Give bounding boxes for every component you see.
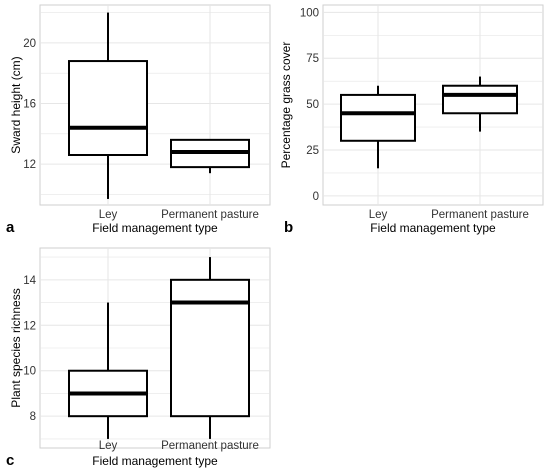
y-tick-label: 16 [23,98,36,110]
y-tick-label: 50 [306,99,319,111]
x-tick-label: Permanent pasture [161,209,259,221]
y-tick-label: 25 [306,145,319,157]
box-permanent-pasture [442,84,518,115]
box-ley [68,60,148,156]
x-tick-label: Ley [99,209,118,221]
y-tick-label: 20 [23,38,36,50]
box-ley [340,93,416,142]
x-tick-label: Permanent pasture [161,440,259,452]
y-tick-label: 8 [30,411,36,423]
y-axis-label: Percentage grass cover [279,42,293,169]
y-tick-label: 12 [23,320,36,332]
x-tick-label: Ley [369,209,388,221]
x-axis-label: Field management type [92,221,218,235]
chart-panel-c: 8 10 12 14 Ley Permanent pasture Field managem… [6,247,271,469]
y-axis-label: Sward height (cm) [9,56,23,153]
y-tick-label: 75 [306,53,319,65]
y-tick-label: 0 [313,191,319,203]
y-tick-label: 12 [23,159,36,171]
x-tick-label: Ley [99,440,118,452]
panel-letter: a [6,219,15,236]
box-permanent-pasture [170,278,250,418]
y-tick-label: 100 [300,7,319,19]
y-tick-label: 10 [23,366,36,378]
x-axis-label: Field management type [92,454,218,468]
x-tick-label: Permanent pasture [431,209,529,221]
x-axis-label: Field management type [370,221,496,235]
y-axis-label: Plant species richness [9,288,23,407]
panel-letter: b [284,219,293,236]
panel-letter: c [6,452,14,469]
y-tick-label: 14 [23,275,36,287]
